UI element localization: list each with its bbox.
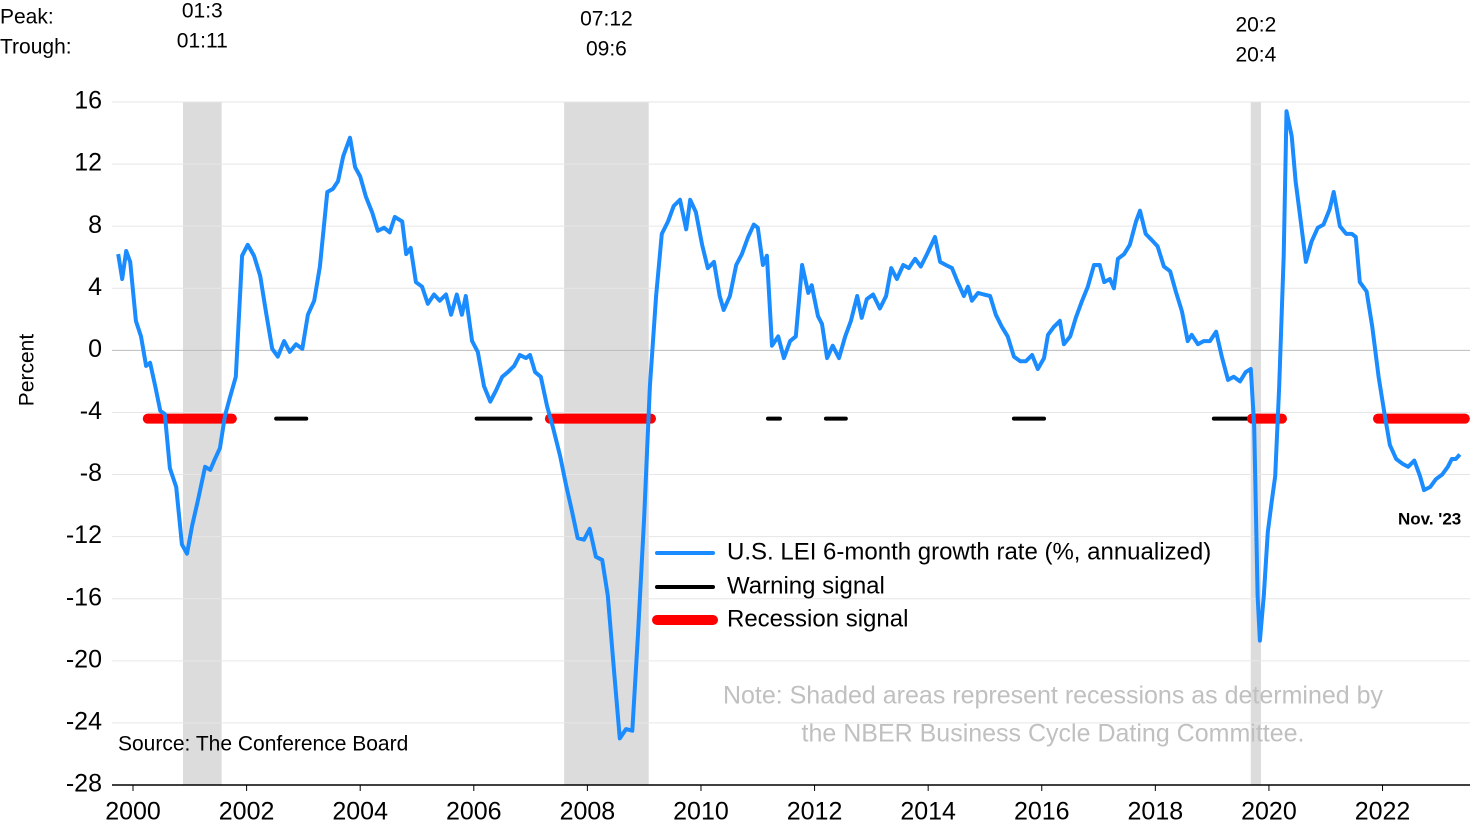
legend-label: Recession signal <box>727 605 908 632</box>
x-tick-label: 2012 <box>787 798 843 826</box>
x-tick-label: 2014 <box>900 798 956 826</box>
legend-label: Warning signal <box>727 572 885 599</box>
peak-label: Peak: <box>0 6 54 29</box>
y-tick-label: 4 <box>88 273 102 301</box>
series-line <box>116 109 1462 741</box>
note: Note: Shaded areas represent recessions … <box>723 682 1384 710</box>
y-tick-label: -24 <box>66 708 102 736</box>
peak-date: 07:12 <box>580 8 633 31</box>
x-tick-label: 2008 <box>560 798 616 826</box>
x-tick-label: 2004 <box>332 798 388 826</box>
y-tick-label: -4 <box>80 397 102 425</box>
trough-date: 09:6 <box>586 38 627 61</box>
y-tick-label: -8 <box>80 459 102 487</box>
y-tick-label: 16 <box>74 87 102 115</box>
peak-date: 01:3 <box>182 0 223 23</box>
y-tick-label: -20 <box>66 645 102 673</box>
x-tick-label: 2002 <box>219 798 275 826</box>
y-axis-label: Percent <box>16 334 39 407</box>
x-tick-label: 2006 <box>446 798 502 826</box>
x-tick-label: 2010 <box>673 798 729 826</box>
x-tick-label: 2000 <box>105 798 161 826</box>
note: the NBER Business Cycle Dating Committee… <box>802 720 1305 748</box>
x-tick-label: 2018 <box>1128 798 1184 826</box>
recession-band <box>182 102 222 785</box>
peak-date: 20:2 <box>1235 14 1276 37</box>
y-tick-label: 0 <box>88 335 102 363</box>
annotation: Nov. '23 <box>1398 509 1461 528</box>
trough-label: Trough: <box>0 36 72 59</box>
y-tick-label: 8 <box>88 211 102 239</box>
source: Source: The Conference Board <box>118 733 408 756</box>
y-tick-label: -16 <box>66 583 102 611</box>
trough-date: 20:4 <box>1235 44 1276 67</box>
trough-date: 01:11 <box>177 30 228 53</box>
y-tick-label: 12 <box>74 149 102 177</box>
y-tick-label: -12 <box>66 521 102 549</box>
x-tick-label: 2016 <box>1014 798 1070 826</box>
legend-label: U.S. LEI 6-month growth rate (%, annuali… <box>727 538 1211 565</box>
x-tick-label: 2022 <box>1355 798 1411 826</box>
x-tick-label: 2020 <box>1241 798 1297 826</box>
y-tick-label: -28 <box>66 770 102 798</box>
